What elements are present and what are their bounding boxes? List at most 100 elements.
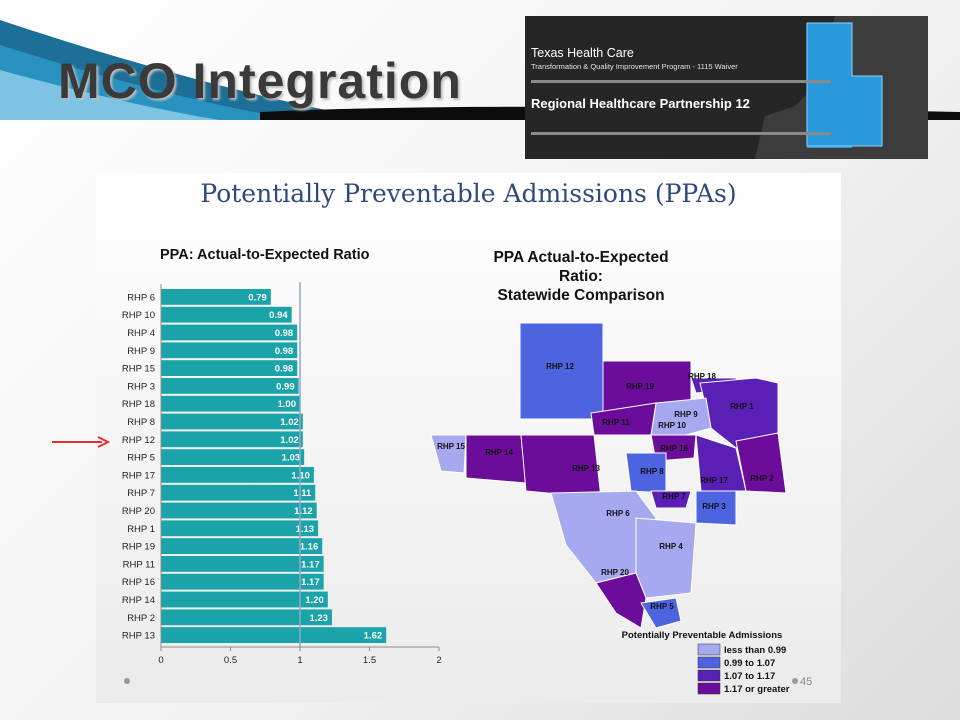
- bar-rhp-17: [161, 467, 314, 483]
- category-label: RHP 15: [122, 364, 155, 375]
- banner-line-1: Texas Health Care: [531, 46, 634, 60]
- region-label: RHP 3: [702, 502, 726, 511]
- region-label: RHP 5: [650, 602, 674, 611]
- banner-divider: [531, 80, 831, 83]
- category-label: RHP 5: [127, 453, 155, 464]
- value-label: 1.11: [293, 488, 312, 499]
- map-title: PPA Actual-to-Expected Ratio: Statewide …: [456, 248, 706, 305]
- legend-swatch: [697, 643, 721, 656]
- region-label: RHP 1: [730, 402, 754, 411]
- value-label: 1.03: [282, 453, 301, 464]
- x-tick-label: 1.5: [363, 655, 376, 666]
- category-label: RHP 20: [122, 506, 155, 517]
- bar-rhp-7: [161, 484, 316, 501]
- category-label: RHP 19: [122, 542, 155, 553]
- category-label: RHP 17: [122, 470, 155, 481]
- bar-rhp-1: [161, 520, 319, 537]
- region-label: RHP 14: [485, 448, 513, 457]
- value-label: 1.00: [278, 399, 297, 410]
- category-label: RHP 8: [127, 417, 155, 428]
- bar-rhp-13: [161, 627, 387, 643]
- category-label: RHP 12: [122, 435, 155, 446]
- bar-rhp-16: [161, 573, 324, 590]
- category-label: RHP 14: [122, 595, 155, 606]
- x-tick-label: 1: [297, 655, 302, 666]
- legend-label: 1.07 to 1.17: [724, 671, 775, 682]
- region-label: RHP 4: [659, 542, 683, 551]
- category-label: RHP 7: [127, 488, 155, 499]
- legend-label: 1.17 or greater: [724, 684, 790, 695]
- legend-title: Potentially Preventable Admissions: [622, 630, 783, 641]
- banner-divider: [531, 132, 831, 135]
- bar-rhp-15: [161, 360, 298, 376]
- x-tick-label: 0: [158, 655, 163, 666]
- value-label: 0.94: [269, 310, 288, 321]
- category-label: RHP 1: [127, 524, 155, 535]
- highlight-arrow: [52, 436, 110, 448]
- value-label: 0.98: [275, 364, 294, 375]
- legend-swatch: [697, 656, 721, 669]
- value-label: 1.16: [300, 542, 319, 553]
- bar-rhp-14: [161, 591, 328, 608]
- value-label: 0.99: [276, 381, 295, 392]
- texas-map-graphic: [755, 16, 928, 159]
- category-label: RHP 2: [127, 613, 155, 624]
- legend-swatch: [697, 682, 721, 695]
- map-title-line: Statewide Comparison: [497, 287, 665, 304]
- banner-line-3: Regional Healthcare Partnership 12: [531, 96, 750, 111]
- banner-line-2: Transformation & Quality Improvement Pro…: [531, 62, 738, 71]
- value-label: 0.98: [275, 346, 294, 357]
- region-label: RHP 2: [750, 474, 774, 483]
- map-legend: Potentially Preventable Admissions less t…: [622, 630, 790, 695]
- region-label: RHP 13: [572, 464, 600, 473]
- category-label: RHP 4: [127, 328, 155, 339]
- footer-dot: [792, 678, 798, 684]
- page-number: 45: [800, 676, 813, 688]
- value-label: 1.17: [301, 559, 320, 570]
- ppa-panel: Potentially Preventable Admissions (PPAs…: [96, 173, 841, 703]
- bar-rhp-10: [161, 306, 292, 323]
- category-label: RHP 10: [122, 310, 155, 321]
- bar-rhp-4: [161, 324, 298, 341]
- bar-rhp-20: [161, 502, 317, 519]
- region-label: RHP 17: [700, 476, 728, 485]
- category-label: RHP 9: [127, 346, 155, 357]
- bar-rhp-19: [161, 538, 323, 554]
- value-label: 0.79: [248, 292, 267, 303]
- region-label: RHP 11: [602, 418, 630, 427]
- category-label: RHP 6: [127, 292, 155, 303]
- bar-rhp-9: [161, 342, 298, 359]
- region-label: RHP 9: [674, 410, 698, 419]
- region-label: RHP 16: [660, 444, 688, 453]
- bar-rhp-11: [161, 556, 324, 572]
- category-label: RHP 11: [123, 559, 155, 570]
- chart-title: PPA: Actual-to-Expected Ratio: [160, 247, 370, 263]
- value-label: 1.23: [309, 613, 328, 624]
- region-label: RHP 20: [601, 568, 629, 577]
- legend-swatch: [697, 669, 721, 682]
- region-label: RHP 18: [688, 372, 716, 381]
- legend-label: less than 0.99: [724, 645, 786, 656]
- category-label: RHP 16: [122, 577, 155, 588]
- bar-rhp-6: [161, 289, 271, 305]
- map-title-line: PPA Actual-to-Expected: [493, 249, 669, 266]
- x-tick-label: 2: [436, 655, 441, 666]
- region-label: RHP 10: [658, 421, 686, 430]
- region-label: RHP 8: [640, 467, 664, 476]
- bar-rhp-8: [161, 413, 303, 430]
- value-label: 0.98: [275, 328, 294, 339]
- panel-title: Potentially Preventable Admissions (PPAs…: [200, 179, 737, 208]
- value-label: 1.02: [280, 435, 299, 446]
- value-label: 1.02: [280, 417, 299, 428]
- bar-rhp-12: [161, 431, 303, 448]
- texas-rhp-map: RHP 12 RHP 19 RHP 18 RHP 1 RHP 9 RHP 11 RHP 10…: [430, 322, 787, 629]
- legend-label: 0.99 to 1.07: [724, 658, 775, 669]
- region-label: RHP 12: [546, 362, 574, 371]
- value-label: 1.13: [296, 524, 315, 535]
- region-label: RHP 7: [662, 492, 686, 501]
- region-label: RHP 15: [437, 442, 465, 451]
- category-label: RHP 3: [127, 381, 155, 392]
- category-label: RHP 13: [122, 631, 155, 642]
- rhp-banner: Texas Health Care Transformation & Quali…: [525, 16, 928, 159]
- value-label: 1.12: [294, 506, 313, 517]
